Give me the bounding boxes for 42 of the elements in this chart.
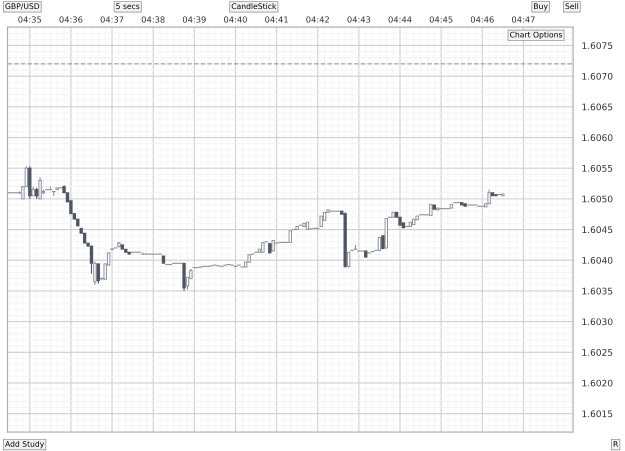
x-tick-label: 04:35 — [18, 16, 42, 23]
y-tick-label: 1.6030 — [582, 318, 612, 326]
y-tick-label: 1.6045 — [582, 226, 612, 234]
y-tick-label: 1.6040 — [582, 256, 612, 264]
candlestick — [429, 204, 433, 216]
y-tick-label: 1.6075 — [582, 42, 612, 50]
candlestick — [34, 187, 38, 200]
y-tick-label: 1.6060 — [582, 134, 612, 142]
x-tick-label: 04:36 — [59, 16, 82, 23]
x-tick-label: 04:44 — [388, 16, 412, 23]
y-tick-label: 1.6035 — [582, 288, 612, 294]
y-tick-label: 1.6025 — [582, 349, 612, 356]
y-tick-label: 1.6050 — [582, 196, 612, 202]
candlestick — [487, 189, 491, 204]
y-tick-label: 1.6015 — [582, 410, 612, 418]
x-tick-label: 04:37 — [100, 16, 124, 23]
candlestick — [346, 252, 350, 268]
candlestick — [90, 246, 94, 274]
candlestick — [381, 235, 385, 250]
x-tick-label: 04:45 — [430, 16, 452, 23]
candlestick — [261, 242, 265, 253]
x-tick-label: 04:46 — [470, 16, 494, 23]
candlestick — [32, 186, 35, 196]
y-tick-label: 1.6055 — [582, 164, 612, 172]
y-tick-label: 1.6020 — [582, 380, 612, 387]
candlestick — [378, 237, 382, 251]
x-tick-label: 04:47 — [512, 16, 535, 23]
x-tick-label: 04:40 — [224, 16, 247, 23]
x-tick-label: 04:41 — [265, 16, 288, 23]
x-tick-label: 04:43 — [347, 16, 370, 23]
x-tick-label: 04:42 — [306, 16, 329, 23]
y-tick-label: 1.6070 — [582, 72, 612, 80]
x-tick-label: 04:38 — [142, 16, 165, 23]
candlestick — [96, 263, 100, 284]
candlestick — [268, 243, 272, 254]
candlestick — [93, 260, 97, 286]
x-tick-label: 04:39 — [182, 16, 206, 23]
candlestick — [288, 230, 292, 243]
candlestick — [38, 176, 42, 200]
candlestick — [271, 240, 275, 252]
y-tick-label: 1.6065 — [582, 104, 612, 110]
candlestick — [319, 216, 323, 227]
